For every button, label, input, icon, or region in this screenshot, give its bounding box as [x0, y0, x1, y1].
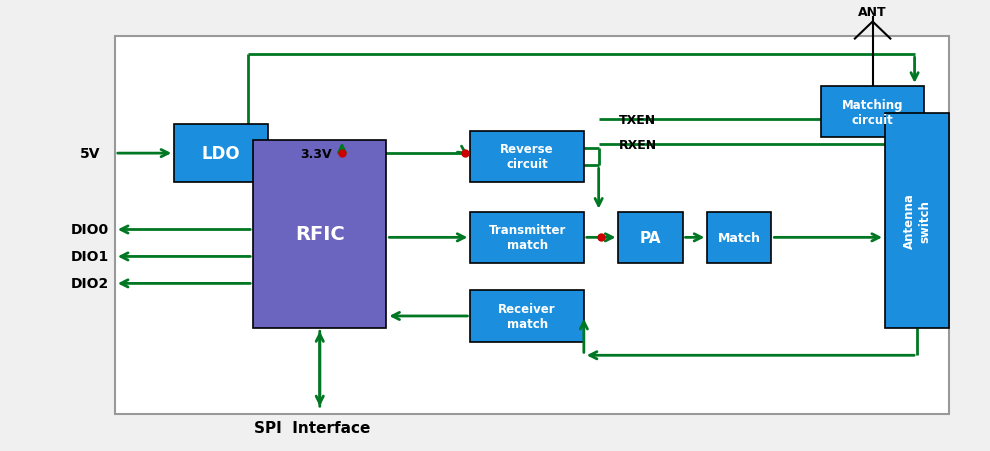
Text: Reverse
circuit: Reverse circuit	[500, 143, 553, 171]
Text: Receiver
match: Receiver match	[498, 302, 556, 330]
FancyBboxPatch shape	[821, 87, 925, 138]
FancyBboxPatch shape	[619, 212, 682, 263]
Text: PA: PA	[640, 230, 661, 245]
FancyBboxPatch shape	[885, 114, 949, 329]
Text: 3.3V: 3.3V	[301, 147, 332, 160]
Text: DIO2: DIO2	[71, 277, 109, 291]
Text: RFIC: RFIC	[295, 225, 345, 244]
Text: DIO0: DIO0	[71, 223, 109, 237]
Text: RXEN: RXEN	[619, 138, 656, 151]
Text: LDO: LDO	[202, 145, 241, 163]
FancyBboxPatch shape	[174, 124, 268, 183]
Text: Transmitter
match: Transmitter match	[488, 224, 565, 252]
FancyBboxPatch shape	[707, 212, 771, 263]
FancyBboxPatch shape	[115, 37, 949, 414]
Text: DIO1: DIO1	[71, 250, 109, 264]
FancyBboxPatch shape	[470, 212, 584, 263]
FancyBboxPatch shape	[470, 131, 584, 183]
Text: Matching
circuit: Matching circuit	[842, 98, 903, 126]
FancyBboxPatch shape	[253, 140, 386, 329]
Text: 5V: 5V	[80, 147, 101, 161]
Text: Antenna
switch: Antenna switch	[903, 193, 931, 249]
Text: ANT: ANT	[858, 6, 887, 19]
Text: Match: Match	[718, 231, 761, 244]
FancyBboxPatch shape	[470, 290, 584, 342]
Text: SPI  Interface: SPI Interface	[254, 420, 370, 435]
Text: TXEN: TXEN	[619, 114, 655, 127]
